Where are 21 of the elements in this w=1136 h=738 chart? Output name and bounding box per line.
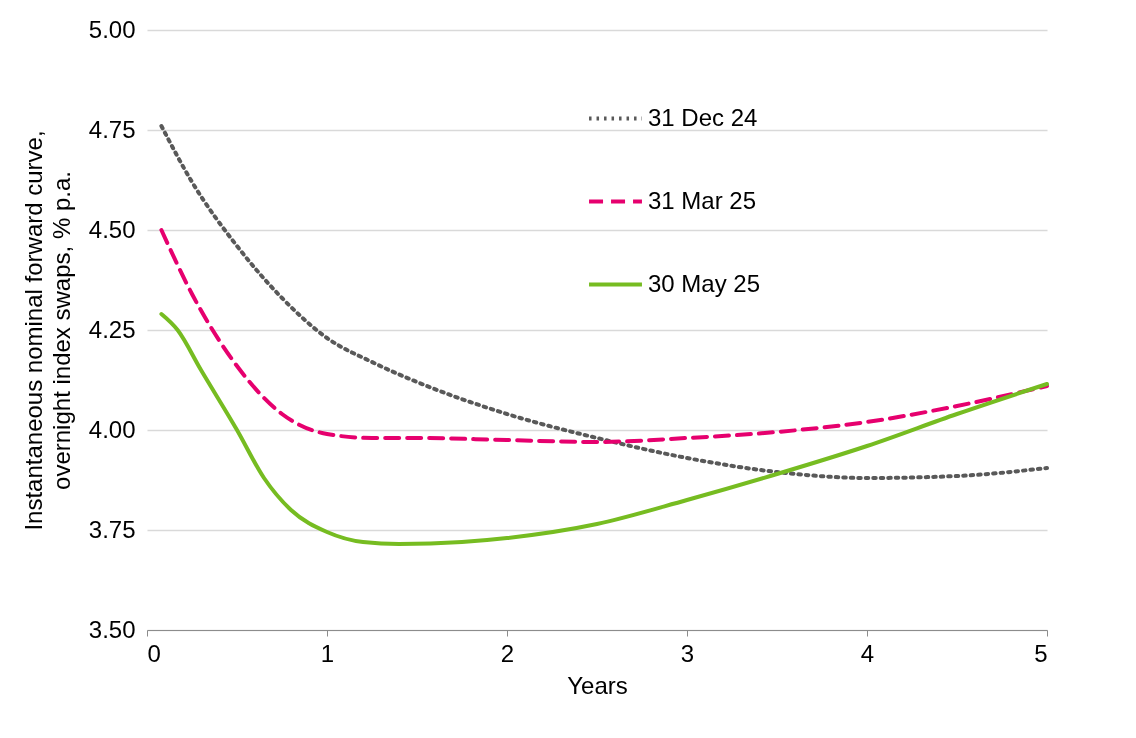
y-tick-label: 3.75: [88, 515, 136, 543]
x-tick-label: 3: [680, 639, 695, 667]
legend-label: 31 Mar 25: [648, 186, 757, 214]
line-series: [159, 124, 1049, 480]
legend-label: 30 May 25: [648, 269, 761, 297]
x-tick-label: 2: [500, 639, 515, 667]
x-tick-label: 1: [320, 639, 335, 667]
y-tick-label: 4.00: [88, 415, 136, 443]
x-axis-title: Years: [567, 671, 628, 699]
y-axis-title: Instantaneous nominal forward curve, overnight index swaps, % p.a.: [19, 130, 75, 531]
y-tick-label: 3.50: [88, 615, 136, 643]
y-tick-label: 4.50: [88, 215, 136, 243]
line-series: [159, 228, 1049, 444]
legend-label: 31 Dec 24: [648, 103, 758, 131]
y-tick-label: 4.25: [88, 315, 136, 343]
x-tick-label: 4: [860, 639, 875, 667]
x-tick-label: 5: [1034, 639, 1048, 667]
line-series: [159, 312, 1049, 546]
y-tick-label: 4.75: [88, 115, 136, 143]
x-tick-label: 0: [147, 639, 161, 667]
y-tick-label: 5.00: [88, 15, 136, 43]
